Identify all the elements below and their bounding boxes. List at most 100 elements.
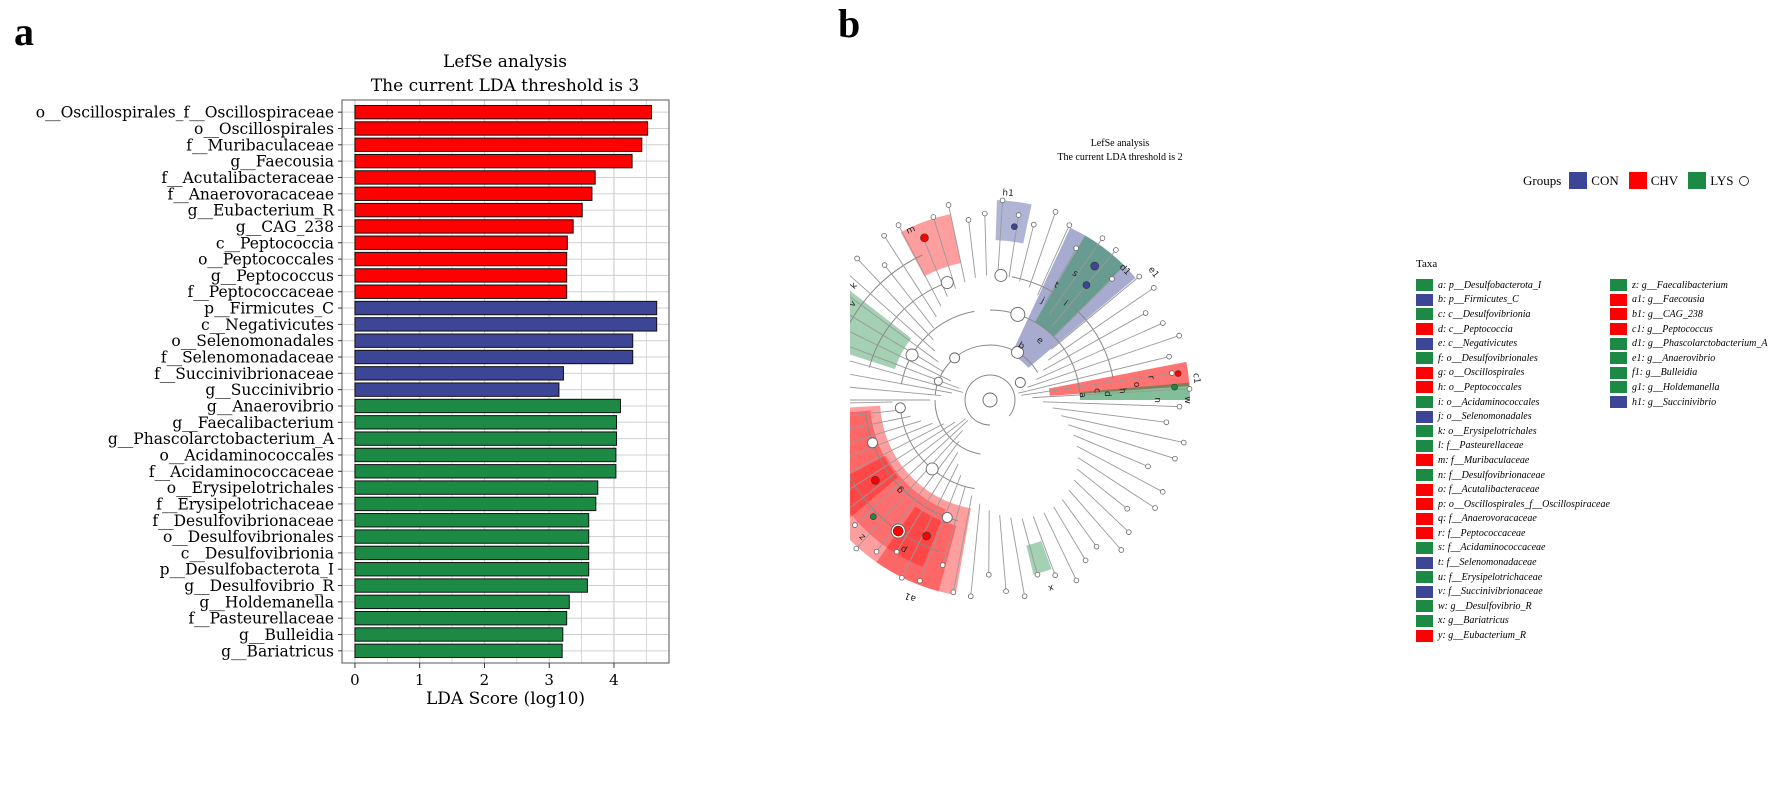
leaf-node xyxy=(895,222,902,228)
branch-spoke xyxy=(850,331,952,382)
taxa-swatch xyxy=(1416,483,1433,496)
branch-spoke xyxy=(1052,278,1113,338)
node-label: h xyxy=(1116,388,1126,394)
node-label: o xyxy=(1131,381,1142,388)
leaf-node xyxy=(985,571,992,578)
taxa-swatch xyxy=(1416,556,1433,569)
taxa-swatch xyxy=(1416,585,1433,598)
taxa-swatch xyxy=(1416,600,1433,613)
bar xyxy=(354,398,621,414)
y-tick-label: g__Bulleidia xyxy=(239,626,334,644)
branch-spoke xyxy=(856,258,934,340)
leaf-node xyxy=(1163,419,1170,426)
taxa-legend-item: g1: g__Holdemanella xyxy=(1610,380,1767,395)
clade-highlight-desulfovibrionia xyxy=(1079,382,1190,400)
y-tick-label: f__Erysipelotrichaceae xyxy=(156,495,334,513)
branch-spoke xyxy=(1052,407,1167,423)
taxa-legend: Taxa a: p__Desulfobacterota_I b: p__Firmi… xyxy=(1416,258,1767,642)
y-tick-label: c__Peptococcia xyxy=(216,234,334,252)
taxa-label: e: c__Negativicutes xyxy=(1438,338,1518,350)
circle-icon xyxy=(1739,175,1750,186)
leaf-node xyxy=(1159,489,1166,495)
biomarker-node xyxy=(1011,223,1018,231)
taxa-legend-item: f1: g__Bulleidia xyxy=(1610,366,1767,381)
bar xyxy=(354,251,568,267)
branch-spoke xyxy=(884,264,935,329)
node-label: c xyxy=(1091,388,1101,394)
node-label: p xyxy=(899,543,909,555)
node-label: b xyxy=(1016,341,1026,353)
y-tick-label: p__Desulfobacterota_I xyxy=(160,561,334,579)
node-label: g xyxy=(895,484,906,495)
taxa-swatch xyxy=(1416,425,1433,438)
leaf-node xyxy=(967,593,974,600)
taxa-label: g1: g__Holdemanella xyxy=(1632,381,1720,393)
branch-spoke xyxy=(968,219,976,278)
taxa-label: r: f__Peptococcaceae xyxy=(1438,527,1526,539)
bar xyxy=(354,137,643,153)
taxa-label: a: p__Desulfobacterota_I xyxy=(1438,279,1542,291)
taxa-legend-item: g: o__Oscillospirales xyxy=(1416,366,1610,381)
biomarker-node xyxy=(1082,281,1091,289)
taxa-label: v: f__Succinivibrionaceae xyxy=(1438,586,1543,598)
branch-spoke xyxy=(901,463,959,578)
branch-spoke xyxy=(854,420,969,526)
taxa-label: t: f__Selenomonadaceae xyxy=(1438,557,1537,569)
y-tick-label: f__Anaerovoracaceae xyxy=(168,185,335,203)
y-tick-label: c__Negativicutes xyxy=(201,316,334,334)
taxa-swatch xyxy=(1416,571,1433,584)
branch-spoke xyxy=(850,373,952,394)
taxa-swatch xyxy=(1416,410,1433,423)
taxa-label: s: f__Acidaminococcaceae xyxy=(1438,542,1546,554)
bar xyxy=(354,610,568,626)
branch-arc xyxy=(934,399,981,455)
group-swatch-lys xyxy=(1688,172,1707,189)
branch-spoke xyxy=(1068,424,1176,460)
internal-node xyxy=(867,437,878,449)
taxa-legend-item: x: g__Bariatricus xyxy=(1416,614,1610,629)
bar xyxy=(354,382,560,397)
node-label: x xyxy=(1046,582,1055,593)
taxa-label: p: o__Oscillospirales_f__Oscillospiracea… xyxy=(1438,498,1610,510)
internal-node xyxy=(905,348,919,362)
clade-highlight-erysipelotrichales xyxy=(850,290,912,370)
taxa-legend-item: p: o__Oscillospirales_f__Oscillospiracea… xyxy=(1416,497,1610,512)
taxa-swatch xyxy=(1610,352,1627,365)
x-tick-label: 4 xyxy=(609,671,619,689)
node-label: m xyxy=(905,224,917,237)
taxa-legend-item: y: g__Eubacterium_R xyxy=(1416,628,1610,643)
taxa-legend-item: j: o__Selenomonadales xyxy=(1416,409,1610,424)
node-label: a1 xyxy=(903,590,917,603)
internal-node xyxy=(949,352,961,364)
taxa-label: h: o__Peptococcales xyxy=(1438,381,1522,393)
taxa-legend-item: e1: g__Anaerovibrio xyxy=(1610,351,1767,366)
taxa-label: i: o__Acidaminococcales xyxy=(1438,396,1540,408)
taxa-label: o: f__Acutalibacteraceae xyxy=(1438,484,1540,496)
branch-arc xyxy=(850,254,923,324)
taxa-legend-item: b: p__Firmicutes_C xyxy=(1416,293,1610,308)
biomarker-node xyxy=(1171,383,1178,391)
taxa-legend-item: b1: g__CAG_238 xyxy=(1610,307,1767,322)
bar xyxy=(354,317,658,332)
node-label: v xyxy=(850,299,859,310)
leaf-node xyxy=(1109,276,1115,282)
taxa-label: a1: g__Faecousia xyxy=(1632,294,1705,306)
leaf-node xyxy=(1186,386,1193,392)
taxa-swatch xyxy=(1416,512,1433,525)
taxa-swatch xyxy=(1416,279,1433,292)
branch-spoke xyxy=(1043,512,1077,581)
taxa-legend-item: r: f__Peptococcaceae xyxy=(1416,526,1610,541)
taxa-swatch xyxy=(1416,366,1433,379)
y-tick-label: o__Peptococcales xyxy=(198,251,334,269)
branch-spoke xyxy=(850,314,945,373)
node-label: a xyxy=(1077,392,1087,398)
lda-bar-chart: LefSe analysis The current LDA threshold … xyxy=(36,52,670,709)
taxa-swatch xyxy=(1610,279,1627,292)
y-tick-label: o__Oscillospirales_f__Oscillospiraceae xyxy=(36,104,334,122)
bar xyxy=(354,513,590,528)
bar xyxy=(354,464,617,479)
node-label: e1 xyxy=(1146,265,1161,280)
x-tick-label: 0 xyxy=(350,671,360,689)
clade-highlight-y xyxy=(850,410,899,518)
taxa-legend-item: h1: g__Succinivibrio xyxy=(1610,395,1767,410)
